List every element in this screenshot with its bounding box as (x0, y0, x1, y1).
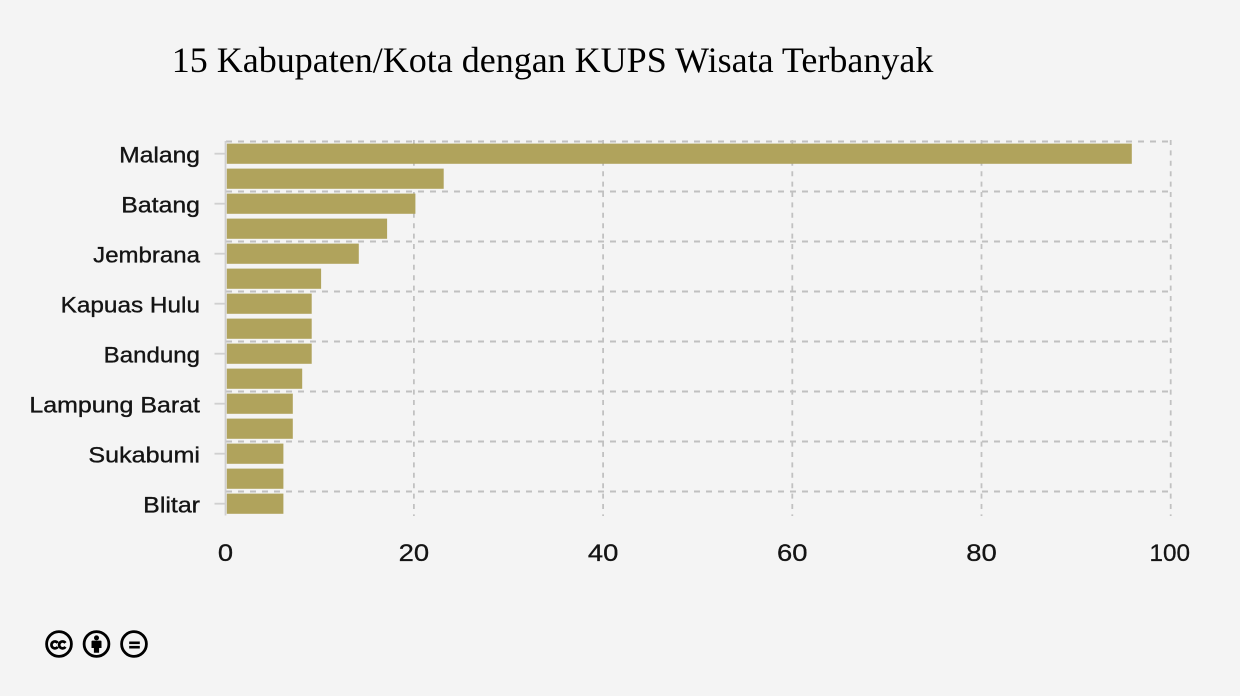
svg-text:Jembrana: Jembrana (93, 242, 201, 267)
svg-text:60: 60 (777, 540, 808, 567)
svg-text:Lampung Barat: Lampung Barat (29, 392, 200, 417)
svg-text:0: 0 (218, 540, 233, 567)
svg-text:Batang: Batang (121, 192, 200, 217)
svg-text:80: 80 (966, 540, 997, 567)
svg-text:Kapuas Hulu: Kapuas Hulu (61, 292, 200, 317)
svg-text:Blitar: Blitar (143, 492, 200, 517)
svg-text:100: 100 (1150, 540, 1191, 567)
svg-text:20: 20 (399, 540, 430, 567)
svg-text:40: 40 (588, 540, 619, 567)
svg-text:Malang: Malang (119, 142, 200, 167)
svg-text:Bandung: Bandung (104, 342, 200, 367)
svg-text:Sukabumi: Sukabumi (88, 442, 200, 467)
